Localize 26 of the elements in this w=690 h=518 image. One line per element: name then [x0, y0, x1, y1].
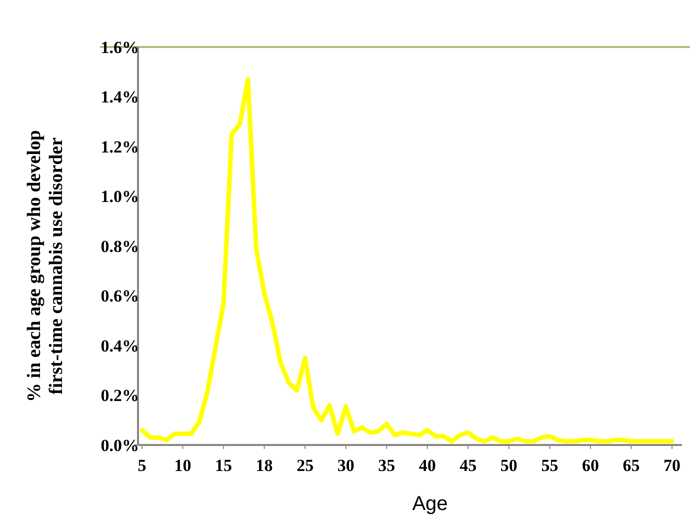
x-tick-label: 15 [215, 456, 232, 475]
x-tick-label: 18 [256, 456, 273, 475]
x-tick-label: 25 [296, 456, 314, 475]
y-tick-label: 0.2% [100, 386, 139, 406]
x-tick-label: 35 [378, 456, 396, 475]
line-series [140, 77, 674, 444]
x-tick-label: 55 [541, 456, 558, 475]
y-tick-label: 1.4% [100, 88, 139, 107]
y-tick-label: 0.8% [100, 236, 139, 256]
x-tick-label: 5 [138, 456, 146, 475]
x-tick-label: 70 [664, 456, 680, 475]
y-tick-label: 1.0% [100, 187, 139, 206]
x-tick-label: 60 [582, 456, 599, 475]
x-tick-label: 50 [500, 456, 518, 475]
y-tick-label: 0.0% [100, 436, 139, 455]
x-tick-label: 30 [337, 456, 354, 475]
y-tick-label: 1.2% [100, 137, 139, 156]
x-tick-label: 45 [460, 456, 477, 475]
x-axis-title: Age [412, 493, 448, 515]
x-tick-label: 10 [174, 456, 192, 475]
x-tick-label: 40 [418, 456, 436, 475]
y-tick-label: 1.6% [100, 38, 139, 57]
y-tick-label: 0.6% [100, 286, 139, 306]
x-tick-label: 65 [622, 456, 640, 475]
y-tick-label: 0.4% [100, 336, 139, 356]
y-axis-title: % in each age group who develop first-time cannabis use disorder [24, 130, 67, 402]
